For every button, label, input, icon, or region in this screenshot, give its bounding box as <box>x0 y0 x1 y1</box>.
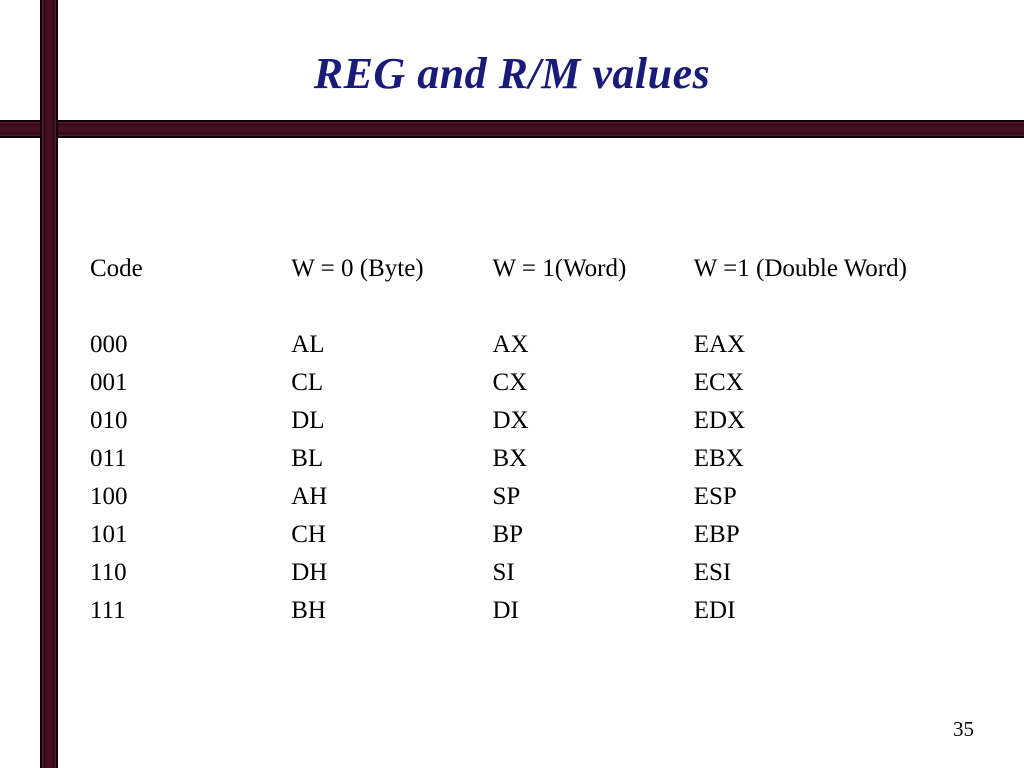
cell-code: 101 <box>90 516 285 554</box>
cell-byte: AH <box>291 478 486 516</box>
table-row: 000 AL AX EAX <box>90 326 907 364</box>
cell-byte: CL <box>291 364 486 402</box>
cell-code: 001 <box>90 364 285 402</box>
col-header-dword: W =1 (Double Word) <box>694 250 907 288</box>
cell-byte: DH <box>291 554 486 592</box>
vertical-rule-bar <box>40 0 58 768</box>
cell-code: 000 <box>90 326 285 364</box>
table-row: 010 DL DX EDX <box>90 402 907 440</box>
cell-code: 111 <box>90 592 285 630</box>
cell-code: 100 <box>90 478 285 516</box>
cell-word: SP <box>493 478 688 516</box>
cell-word: BP <box>493 516 688 554</box>
table-row: 011 BL BX EBX <box>90 440 907 478</box>
cell-dword: EBP <box>694 516 740 554</box>
cell-dword: ECX <box>694 364 744 402</box>
table-row: 101 CH BP EBP <box>90 516 907 554</box>
cell-dword: EDX <box>694 402 745 440</box>
slide-title: REG and R/M values <box>0 48 1024 99</box>
cell-dword: EDI <box>694 592 736 630</box>
table-row: 100 AH SP ESP <box>90 478 907 516</box>
table-row: 110 DH SI ESI <box>90 554 907 592</box>
cell-code: 010 <box>90 402 285 440</box>
col-header-byte: W = 0 (Byte) <box>291 250 486 288</box>
cell-word: DI <box>493 592 688 630</box>
col-header-code: Code <box>90 250 285 288</box>
table-row: 001 CL CX ECX <box>90 364 907 402</box>
horizontal-rule-bar <box>0 120 1024 138</box>
cell-byte: CH <box>291 516 486 554</box>
cell-code: 011 <box>90 440 285 478</box>
cell-dword: EBX <box>694 440 744 478</box>
cell-code: 110 <box>90 554 285 592</box>
cell-byte: BH <box>291 592 486 630</box>
cell-dword: ESP <box>694 478 737 516</box>
cell-word: CX <box>493 364 688 402</box>
cell-byte: AL <box>291 326 486 364</box>
page-number: 35 <box>953 717 974 742</box>
cell-word: DX <box>493 402 688 440</box>
cell-word: SI <box>493 554 688 592</box>
cell-byte: BL <box>291 440 486 478</box>
cell-word: AX <box>493 326 688 364</box>
cell-word: BX <box>493 440 688 478</box>
cell-byte: DL <box>291 402 486 440</box>
register-table: Code W = 0 (Byte) W = 1(Word) W =1 (Doub… <box>90 250 907 630</box>
table-row: 111 BH DI EDI <box>90 592 907 630</box>
table-header-row: Code W = 0 (Byte) W = 1(Word) W =1 (Doub… <box>90 250 907 288</box>
cell-dword: ESI <box>694 554 732 592</box>
cell-dword: EAX <box>694 326 745 364</box>
col-header-word: W = 1(Word) <box>493 250 688 288</box>
